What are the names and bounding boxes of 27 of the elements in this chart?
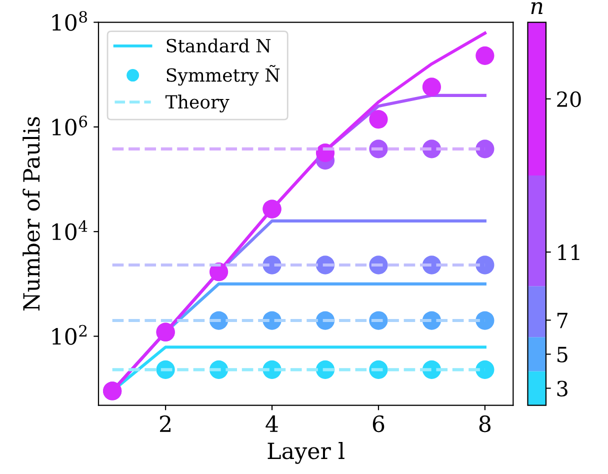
x-tick-label: 6 xyxy=(372,415,384,432)
x-axis-title: Layer l xyxy=(268,442,344,464)
y-axis-title: Number of Paulis xyxy=(22,117,40,311)
y-tick-label: 10$^{2}$ xyxy=(52,324,87,345)
point xyxy=(476,256,494,274)
y-tick-label: 10$^{4}$ xyxy=(52,220,88,240)
point xyxy=(476,311,494,330)
color-bar-label: 3 xyxy=(557,380,568,396)
y-tick-label: 10$^{6}$ xyxy=(52,116,88,136)
point xyxy=(422,78,442,96)
color-bar-label: 20 xyxy=(557,91,581,108)
point xyxy=(476,46,494,65)
y-tick-label: 10$^{8}$ xyxy=(52,10,87,31)
x-tick-label: 4 xyxy=(266,415,278,432)
color-bar-label: 7 xyxy=(557,312,568,328)
color-bar-title: n xyxy=(531,2,542,14)
legend-label: Symmetry Ñ xyxy=(166,65,280,86)
color-bar-label: 5 xyxy=(557,346,568,362)
point xyxy=(209,262,228,282)
point xyxy=(476,360,494,379)
color-bar-label: 11 xyxy=(558,244,580,260)
legend-label: Standard N xyxy=(166,38,271,53)
x-tick-label: 2 xyxy=(160,415,170,432)
x-tick-label: 8 xyxy=(479,415,491,432)
legend-label: Theory xyxy=(165,94,230,112)
point xyxy=(476,140,494,158)
point xyxy=(369,110,388,129)
